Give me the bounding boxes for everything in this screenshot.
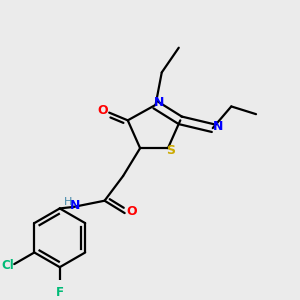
Text: Cl: Cl	[1, 259, 14, 272]
Text: N: N	[154, 96, 164, 109]
Text: F: F	[56, 286, 64, 299]
Text: N: N	[212, 120, 223, 133]
Text: S: S	[166, 144, 175, 157]
Text: N: N	[70, 199, 80, 212]
Text: O: O	[97, 104, 108, 117]
Text: H: H	[64, 197, 72, 207]
Text: O: O	[126, 205, 137, 218]
